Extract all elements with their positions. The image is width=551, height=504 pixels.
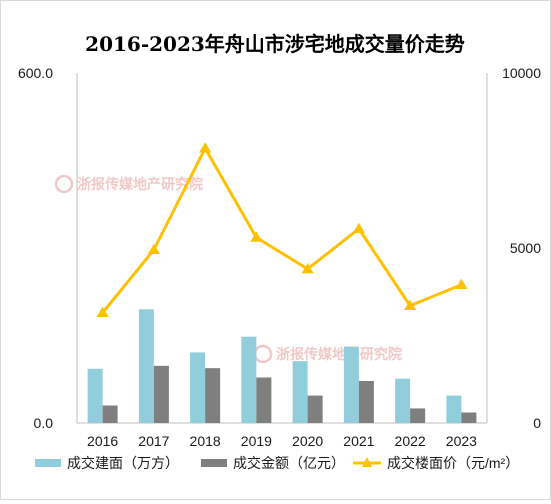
watermark-upper: 浙报传媒地产研究院: [54, 174, 203, 194]
legend: 成交建面（万方） 成交金额（亿元） 成交楼面价（元/m²）: [35, 455, 519, 471]
legend-label-0: 成交建面（万方）: [67, 455, 179, 471]
line-series-price: [101, 146, 462, 314]
x-tick-label: 2016: [87, 433, 118, 449]
line-point-marker: [352, 222, 365, 233]
x-tick-label: 2023: [446, 433, 477, 449]
bar-amount: [256, 377, 272, 423]
bar-amount: [410, 408, 426, 423]
watermark-logo-icon: [253, 344, 273, 364]
y-left-tick-label: 600.0: [18, 65, 53, 81]
legend-label-1: 成交金额（亿元）: [233, 455, 345, 471]
x-tick-label: 2019: [241, 433, 272, 449]
line-point-marker: [199, 142, 212, 153]
bar-area: [190, 352, 206, 423]
watermark-text: 浙报传媒地产研究院: [77, 176, 203, 192]
watermark-logo-icon: [54, 174, 74, 194]
x-tick-label: 2020: [292, 433, 323, 449]
bar-amount: [153, 365, 169, 423]
line-point-marker: [455, 278, 468, 289]
watermark-text: 浙报传媒地产研究院: [276, 346, 402, 362]
y-left-tick-label: 0.0: [34, 415, 54, 431]
bar-area: [446, 395, 462, 423]
bar-amount: [205, 368, 221, 423]
x-tick-label: 2022: [395, 433, 426, 449]
bar-amount: [461, 412, 477, 423]
legend-swatch-0: [35, 459, 61, 467]
x-tick-label: 2017: [138, 433, 169, 449]
line-point-marker: [250, 231, 263, 242]
legend-swatch-1: [201, 459, 227, 467]
bar-area: [395, 378, 411, 423]
bar-area: [87, 368, 103, 423]
line-point-marker: [404, 299, 417, 310]
plot-area: 0.0 600.0 0 5000 10000 2016 2017 2018 2019 2020 20…: [18, 65, 541, 449]
y-right-tick-label: 10000: [502, 65, 541, 81]
bar-area: [292, 361, 308, 423]
chart-title: 2016-2023年舟山市涉宅地成交量价走势: [85, 32, 465, 56]
legend-swatch-marker: [362, 457, 372, 467]
bar-area: [241, 336, 257, 423]
x-tick-label: 2018: [190, 433, 221, 449]
bar-amount: [307, 395, 323, 423]
line-point-marker: [96, 306, 109, 317]
bar-area: [138, 309, 154, 423]
line-point-marker: [147, 243, 160, 254]
bar-area: [343, 346, 359, 423]
watermark-lower: 浙报传媒地产研究院: [253, 344, 402, 364]
bar-amount: [102, 405, 118, 423]
y-right-tick-label: 5000: [510, 240, 541, 256]
y-right-tick-label: 0: [533, 415, 541, 431]
x-tick-label: 2021: [343, 433, 374, 449]
line-point-marker: [301, 263, 314, 274]
bar-amount: [358, 381, 374, 423]
legend-label-2: 成交楼面价（元/m²）: [387, 455, 519, 471]
